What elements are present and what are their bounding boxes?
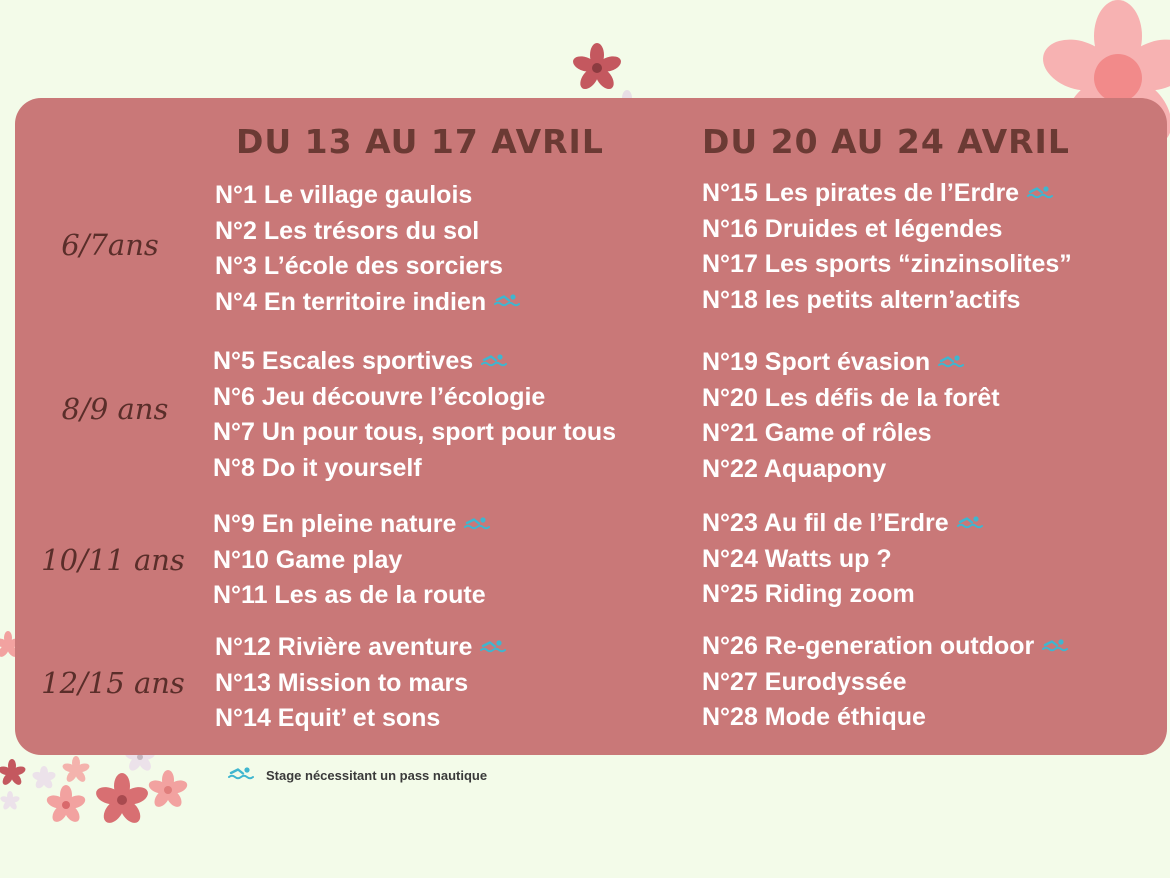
stage-list: N°1 Le village gaulois N°2 Les trésors du… — [215, 178, 521, 321]
stage-item: N°27 Eurodyssée — [702, 665, 1068, 701]
stage-item: N°12 Rivière aventure — [215, 628, 507, 666]
stage-label: N°4 En territoire indien — [215, 287, 487, 316]
stage-list: N°9 En pleine nature N°10 Game play N°11 L… — [213, 505, 491, 614]
week-title-1: DU 13 AU 17 AVRIL — [236, 122, 604, 161]
swimmer-icon — [1027, 174, 1054, 210]
stage-item: N°20 Les défis de la forêt — [702, 381, 1000, 417]
swimmer-icon — [481, 342, 508, 378]
stage-label: N°20 Les défis de la forêt — [702, 383, 1000, 412]
stage-item: N°9 En pleine nature — [213, 505, 491, 543]
stage-item: N°19 Sport évasion — [702, 345, 1000, 381]
stage-item: N°28 Mode éthique — [702, 700, 1068, 736]
legend-text: Stage nécessitant un pass nautique — [266, 768, 488, 783]
stage-label: N°13 Mission to mars — [215, 668, 469, 697]
stage-item: N°17 Les sports “zinzinsolites” — [702, 247, 1072, 283]
stage-label: N°1 Le village gaulois — [215, 181, 473, 209]
stage-item: N°4 En territoire indien — [215, 282, 521, 321]
week-title-2: DU 20 AU 24 AVRIL — [702, 122, 1070, 161]
stage-list: N°15 Les pirates de l’Erdre N°16 Druides … — [702, 176, 1072, 318]
stage-item: N°3 L’école des sorciers — [215, 249, 520, 285]
stage-item: N°2 Les trésors du sol — [215, 214, 520, 250]
stage-label: N°26 Re-generation outdoor — [702, 632, 1035, 660]
stage-label: N°3 L’école des sorciers — [215, 252, 503, 280]
swimmer-icon — [494, 282, 521, 318]
age-group-label: 8/9 ans — [61, 392, 169, 426]
swimmer-icon — [464, 505, 491, 541]
stage-item: N°18 les petits altern’actifs — [702, 283, 1072, 319]
stage-list: N°5 Escales sportives N°6 Jeu découvre l’… — [213, 344, 616, 486]
age-group-label: 10/11 ans — [41, 543, 185, 577]
swimmer-icon — [480, 628, 507, 664]
schedule-card — [15, 98, 1167, 755]
stage-item: N°8 Do it yourself — [213, 451, 616, 487]
stage-list: N°23 Au fil de l’Erdre N°24 Watts up ? N°2… — [702, 506, 983, 613]
swimmer-icon — [1042, 627, 1069, 663]
stage-label: N°15 Les pirates de l’Erdre — [702, 179, 1020, 207]
swimmer-icon — [956, 504, 983, 540]
stage-item: N°23 Au fil de l’Erdre — [702, 506, 983, 542]
stage-item: N°24 Watts up ? — [702, 542, 983, 578]
stage-label: N°27 Eurodyssée — [702, 667, 907, 696]
stage-list: N°19 Sport évasion N°20 Les défis de la f… — [702, 345, 1000, 487]
stage-item: N°5 Escales sportives — [213, 344, 616, 380]
stage-label: N°28 Mode éthique — [702, 703, 926, 731]
stage-label: N°22 Aquapony — [702, 454, 887, 483]
stage-item: N°6 Jeu découvre l’écologie — [213, 380, 616, 416]
stage-label: N°18 les petits altern’actifs — [702, 285, 1021, 314]
stage-label: N°17 Les sports “zinzinsolites” — [702, 250, 1072, 278]
stage-item: N°14 Equit’ et sons — [215, 701, 506, 737]
swimmer-icon — [938, 343, 965, 379]
stage-label: N°7 Un pour tous, sport pour tous — [213, 418, 617, 446]
swimmer-icon — [228, 766, 254, 785]
stage-label: N°25 Riding zoom — [702, 580, 915, 608]
stage-label: N°6 Jeu découvre l’écologie — [213, 382, 546, 411]
stage-label: N°5 Escales sportives — [213, 347, 474, 375]
age-group-label: 12/15 ans — [41, 666, 185, 700]
stage-label: N°12 Rivière aventure — [215, 633, 473, 661]
flower-decoration-bottom-left — [0, 631, 188, 823]
age-group-label: 6/7ans — [61, 228, 159, 262]
stage-label: N°11 Les as de la route — [213, 581, 486, 609]
legend: Stage nécessitant un pass nautique — [228, 766, 487, 785]
stage-item: N°21 Game of rôles — [702, 416, 1000, 452]
stage-item: N°11 Les as de la route — [213, 578, 490, 614]
stage-label: N°16 Druides et légendes — [702, 214, 1003, 243]
stage-item: N°15 Les pirates de l’Erdre — [702, 176, 1072, 212]
stage-label: N°19 Sport évasion — [702, 348, 931, 376]
stage-label: N°9 En pleine nature — [213, 510, 457, 538]
stage-item: N°16 Druides et légendes — [702, 212, 1072, 248]
stage-item: N°26 Re-generation outdoor — [702, 627, 1069, 665]
stage-item: N°22 Aquapony — [702, 452, 1000, 488]
stage-item: N°1 Le village gaulois — [215, 178, 520, 214]
stage-label: N°2 Les trésors du sol — [215, 216, 480, 245]
stage-label: N°21 Game of rôles — [702, 419, 932, 447]
stage-item: N°13 Mission to mars — [215, 666, 506, 702]
stage-list: N°26 Re-generation outdoor N°27 Eurodyssé… — [702, 627, 1069, 736]
stage-label: N°14 Equit’ et sons — [215, 704, 441, 732]
stage-label: N°23 Au fil de l’Erdre — [702, 509, 949, 537]
stage-list: N°12 Rivière aventure N°13 Mission to mar… — [215, 628, 507, 737]
stage-item: N°10 Game play — [213, 543, 490, 579]
stage-label: N°10 Game play — [213, 545, 403, 574]
stage-label: N°8 Do it yourself — [213, 453, 422, 482]
stage-item: N°7 Un pour tous, sport pour tous — [213, 415, 616, 451]
stage-label: N°24 Watts up ? — [702, 544, 892, 573]
stage-item: N°25 Riding zoom — [702, 577, 983, 613]
